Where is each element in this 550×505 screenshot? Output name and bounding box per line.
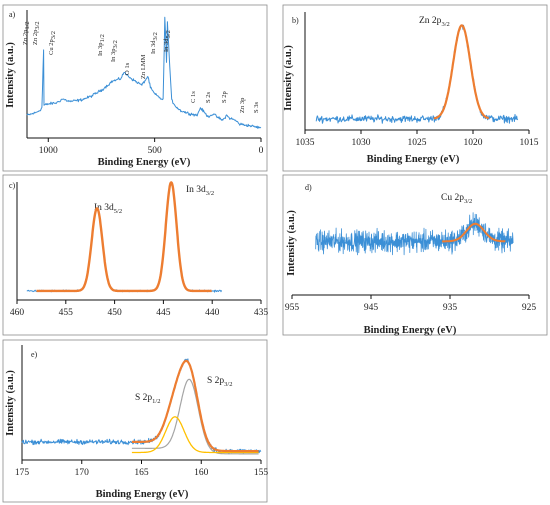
annot-s2p: S 2p [221, 91, 228, 103]
panel-a-tick-label-2: 0 [259, 146, 264, 156]
panel-a-tick-label-1: 500 [148, 146, 163, 156]
panel-a: a) Binding Energy (eV) Intensity (a.u.) … [2, 4, 268, 172]
panel-d: d) Binding Energy (eV) Intensity (a.u.) … [282, 174, 548, 336]
panel-b-tick-label-4: 1015 [520, 138, 539, 148]
annot-zn-lmm: Zn LMM [140, 54, 147, 79]
panel-a-raw-line [26, 16, 262, 129]
panel-e-fit-line [131, 359, 260, 453]
panel-e: e) Binding Energy (eV) Intensity (a.u.) … [2, 339, 269, 503]
panel-c-tick-label-5: 435 [254, 308, 269, 318]
panel-b-frame [282, 4, 548, 172]
panel-c-tick-label-3: 445 [156, 308, 171, 318]
panel-e-tick-label-3: 160 [194, 468, 209, 478]
panel-c-frame [2, 174, 268, 336]
panel-a-annotations: Zn 2p1/2 Zn 2p3/2 Cu 2p3/2 In 3p1/2 In 3… [22, 21, 260, 113]
panel-a-xlabel: Binding Energy (eV) [98, 157, 191, 168]
panel-e-series [21, 358, 262, 455]
panel-b-ticks: 1035 1030 1025 1020 1015 [296, 130, 539, 148]
annot-in3p12: In 3p1/2 [97, 34, 106, 56]
panel-b-tick-label-2: 1025 [408, 138, 427, 148]
annot-cu2p32: Cu 2p3/2 [48, 31, 57, 55]
panel-d-ylabel: Intensity (a.u.) [286, 210, 297, 276]
panel-b-letter: b) [292, 16, 299, 25]
panel-d-tick-label-0: 955 [285, 303, 300, 313]
panel-b-tick-label-0: 1035 [296, 138, 315, 148]
panel-a-letter: a) [9, 10, 16, 19]
annot-in3d32: In 3d3/2 [150, 32, 159, 54]
panel-d-raw-line [315, 212, 514, 256]
panel-e-frame [2, 339, 268, 503]
panel-d-letter: d) [305, 183, 312, 192]
panel-e-component-s2p32 [131, 378, 259, 455]
panel-d-tick-label-3: 925 [522, 303, 537, 313]
panel-c-fit-line [35, 181, 213, 293]
annot-zn2p32: Zn 2p3/2 [32, 21, 41, 45]
panel-b-xlabel: Binding Energy (eV) [367, 154, 460, 165]
annot-zn2p12: Zn 2p1/2 [22, 21, 31, 45]
annot-s2s: S 2s [205, 92, 212, 103]
panel-c-ticks: 460 455 450 445 440 435 [10, 300, 269, 318]
panel-d-ticks: 955 945 935 925 [285, 295, 537, 313]
annot-zn3p: Zn 3p [239, 98, 246, 113]
panel-d-xlabel: Binding Energy (eV) [364, 325, 457, 336]
panel-a-ticks: 1000 500 0 [39, 138, 264, 156]
annot-s3s: S 3s [253, 102, 260, 113]
panel-c-letter: c) [9, 181, 16, 190]
panel-e-tick-label-2: 165 [134, 468, 149, 478]
panel-d-tick-label-2: 935 [443, 303, 458, 313]
panel-d-tick-label-1: 945 [364, 303, 379, 313]
annot-c1s: C 1s [190, 91, 197, 103]
panel-e-ylabel: Intensity (a.u.) [5, 370, 16, 436]
panel-b: b) Binding Energy (eV) Intensity (a.u.) … [282, 4, 548, 172]
panel-d-frame [282, 174, 548, 336]
panel-c-tick-label-1: 455 [59, 308, 74, 318]
panel-a-series [26, 16, 262, 129]
panel-e-xlabel: Binding Energy (eV) [96, 489, 189, 500]
panel-e-ticks: 175 170 165 160 155 [15, 460, 269, 478]
panel-b-tick-label-1: 1030 [352, 138, 371, 148]
panel-c-tick-label-2: 450 [107, 308, 122, 318]
panel-a-tick-label-0: 1000 [39, 146, 58, 156]
panel-c-series [26, 181, 222, 293]
panel-a-ylabel: Intensity (a.u.) [5, 42, 16, 108]
panel-d-series [315, 212, 514, 256]
panel-e-tick-label-4: 155 [254, 468, 269, 478]
panel-d-fit-line [441, 222, 506, 243]
panel-e-component-s2p12 [131, 416, 259, 454]
panel-b-fit-line [433, 24, 490, 120]
annot-in3p32: In 3p3/2 [110, 40, 119, 62]
panel-e-tick-label-1: 170 [75, 468, 90, 478]
panel-b-tick-label-3: 1020 [464, 138, 483, 148]
annot-in3d52: In 3d5/2 [163, 30, 172, 52]
panel-c-tick-label-0: 460 [10, 308, 25, 318]
panel-e-letter: e) [31, 350, 38, 359]
panel-c-tick-label-4: 440 [205, 308, 220, 318]
annot-o1s: O 1s [124, 62, 131, 75]
panel-e-tick-label-0: 175 [15, 468, 30, 478]
panel-a-frame [2, 4, 268, 172]
panel-b-ylabel: Intensity (a.u.) [283, 45, 294, 111]
panel-c: c) In 3d5/2 In 3d3/2 460 455 450 445 440 435 [2, 174, 269, 336]
panel-b-series [315, 24, 519, 124]
